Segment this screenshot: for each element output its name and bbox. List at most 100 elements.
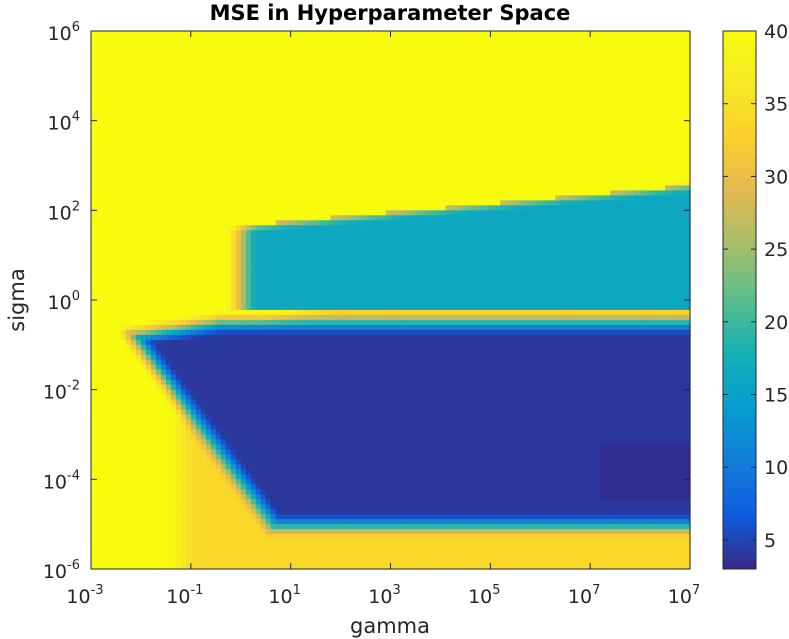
heatmap-cell — [595, 130, 601, 137]
heatmap-cell — [185, 170, 192, 177]
heatmap-cell — [95, 175, 102, 182]
heatmap-cell — [91, 200, 97, 206]
heatmap-cell — [315, 160, 322, 167]
heatmap-cell — [100, 130, 107, 137]
heatmap-cell — [650, 55, 656, 62]
heatmap-cell — [135, 75, 142, 82]
heatmap-cell — [245, 115, 252, 122]
heatmap-cell — [295, 220, 302, 226]
heatmap-cell — [290, 65, 297, 72]
heatmap-cell — [565, 45, 571, 52]
heatmap-cell — [150, 120, 157, 127]
heatmap-cell — [685, 55, 691, 62]
heatmap-cell — [515, 215, 521, 221]
heatmap-cell — [560, 40, 566, 47]
heatmap-cell — [125, 65, 132, 72]
heatmap-cell — [335, 95, 342, 102]
heatmap-cell — [135, 200, 142, 206]
heatmap-cell — [655, 35, 661, 42]
heatmap-cell — [455, 70, 461, 77]
heatmap-cell — [205, 45, 212, 52]
heatmap-cell — [525, 200, 531, 206]
heatmap-cell — [510, 135, 516, 142]
heatmap-cell — [665, 45, 671, 52]
heatmap-cell — [570, 55, 576, 62]
heatmap-cell — [155, 200, 162, 206]
heatmap-cell — [340, 60, 347, 67]
heatmap-cell — [410, 115, 417, 122]
heatmap-cell — [520, 100, 526, 107]
heatmap-cell — [285, 135, 292, 142]
heatmap-cell — [490, 115, 496, 122]
heatmap-cell — [335, 150, 342, 157]
heatmap-cell — [460, 140, 466, 147]
heatmap-cell — [110, 120, 117, 127]
heatmap-cell — [425, 215, 432, 221]
heatmap-cell — [625, 80, 631, 87]
heatmap-cell — [655, 45, 661, 52]
heatmap-cell — [91, 120, 97, 127]
heatmap-cell — [170, 145, 177, 152]
heatmap-cell — [500, 65, 506, 72]
heatmap-cell — [285, 100, 292, 107]
heatmap-cell — [545, 230, 551, 236]
heatmap-cell — [195, 100, 202, 107]
heatmap-cell — [100, 85, 107, 92]
heatmap-cell — [655, 215, 661, 221]
heatmap-cell — [475, 200, 481, 206]
heatmap-cell — [300, 125, 307, 132]
heatmap-cell — [120, 205, 127, 211]
heatmap-cell — [450, 200, 456, 206]
heatmap-cell — [420, 115, 427, 122]
heatmap-cell — [295, 225, 302, 231]
heatmap-cell — [445, 200, 451, 206]
heatmap-cell — [490, 110, 496, 117]
heatmap-cell — [645, 80, 651, 87]
heatmap-cell — [585, 225, 591, 231]
heatmap-cell — [250, 31, 257, 37]
heatmap-cell — [600, 115, 606, 122]
heatmap-cell — [410, 70, 417, 77]
heatmap-cell — [315, 85, 322, 92]
heatmap-cell — [335, 115, 342, 122]
heatmap-cell — [625, 195, 631, 201]
heatmap-cell — [550, 95, 556, 102]
heatmap-cell — [105, 220, 112, 226]
heatmap-cell — [405, 165, 412, 172]
heatmap-cell — [455, 65, 461, 72]
heatmap-cell — [210, 105, 217, 112]
heatmap-cell — [95, 230, 102, 236]
heatmap-cell — [330, 155, 337, 162]
heatmap-cell — [375, 31, 382, 37]
heatmap-cell — [305, 100, 312, 107]
heatmap-cell — [285, 35, 292, 42]
heatmap-cell — [255, 155, 262, 162]
heatmap-cell — [635, 170, 641, 177]
heatmap-cell — [655, 160, 661, 167]
heatmap-cell — [535, 115, 541, 122]
heatmap-cell — [610, 80, 616, 87]
heatmap-cell — [515, 31, 521, 37]
heatmap-cell — [685, 130, 691, 137]
heatmap-cell — [215, 175, 222, 182]
heatmap-cell — [560, 50, 566, 57]
heatmap-cell — [325, 145, 332, 152]
heatmap-cell — [565, 225, 571, 231]
heatmap-cell — [190, 60, 197, 67]
heatmap-cell — [425, 145, 432, 152]
heatmap-cell — [170, 230, 177, 236]
heatmap-cell — [685, 205, 691, 211]
heatmap-cell — [630, 35, 636, 42]
heatmap-cell — [430, 150, 437, 157]
heatmap-cell — [595, 220, 601, 226]
heatmap-cell — [680, 75, 686, 82]
heatmap-cell — [315, 145, 322, 152]
heatmap-cell — [630, 160, 636, 167]
heatmap-cell — [270, 175, 277, 182]
heatmap-cell — [210, 80, 217, 87]
heatmap-cell — [625, 85, 631, 92]
heatmap-cell — [685, 125, 691, 132]
heatmap-cell — [565, 95, 571, 102]
heatmap-cell — [295, 210, 302, 216]
heatmap-cell — [485, 120, 491, 127]
